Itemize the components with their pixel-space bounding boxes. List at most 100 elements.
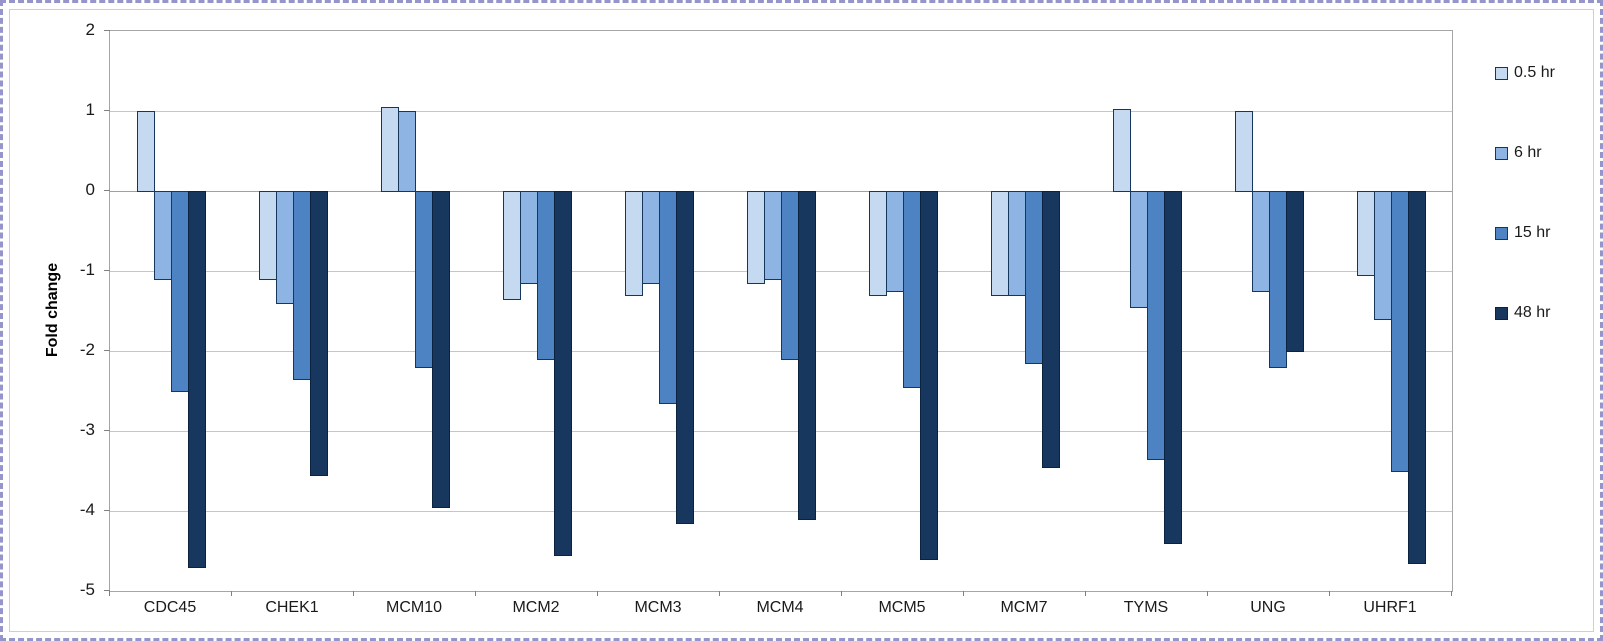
x-axis-tick-mark [109,591,110,596]
bar-mcm10-48hr [432,191,450,508]
y-axis-tick-label: -2 [79,340,95,359]
bar-mcm4-6hr [764,191,782,280]
legend-item-0.5hr: 0.5 hr [1495,62,1555,84]
y-axis-tick-label: -1 [79,260,95,279]
y-axis-tick-mark [104,110,110,111]
bar-mcm5-48hr [920,191,938,560]
x-axis-tick-mark [841,591,842,596]
bar-mcm5-0.5hr [869,191,887,296]
bar-tyms-15hr [1147,191,1165,460]
x-axis-tick-mark [475,591,476,596]
x-axis-tick-mark [963,591,964,596]
bar-mcm4-0.5hr [747,191,765,284]
bar-uhrf1-0.5hr [1357,191,1375,276]
bar-ung-0.5hr [1235,111,1253,192]
bar-mcm2-15hr [537,191,555,360]
y-axis-tick-mark [104,30,110,31]
bar-chek1-48hr [310,191,328,476]
y-axis-tick-label: 0 [85,180,95,199]
x-axis-tick-mark [1451,591,1452,596]
gridline [110,111,1452,112]
legend-item-6hr: 6 hr [1495,142,1542,164]
legend-label: 48 hr [1514,304,1551,321]
plot-area [109,30,1453,592]
y-axis-tick-label: -5 [79,580,95,599]
legend-label: 0.5 hr [1514,64,1555,81]
x-category-label-mcm10: MCM10 [385,599,442,616]
x-category-label-tyms: TYMS [1123,599,1169,616]
legend-item-15hr: 15 hr [1495,222,1550,244]
x-axis-tick-mark [1207,591,1208,596]
bar-ung-48hr [1286,191,1304,352]
bar-mcm10-0.5hr [381,107,399,192]
bar-cdc45-0.5hr [137,111,155,192]
y-axis-tick-mark [104,270,110,271]
y-axis-tick-mark [104,510,110,511]
y-axis-tick-mark [104,190,110,191]
bar-mcm7-0.5hr [991,191,1009,296]
legend-swatch-icon [1495,146,1508,160]
x-axis-tick-mark [231,591,232,596]
x-category-label-mcm5: MCM5 [878,599,926,616]
y-axis-tick-label: 1 [85,100,95,119]
bar-uhrf1-15hr [1391,191,1409,472]
bar-mcm5-15hr [903,191,921,388]
bar-chek1-15hr [293,191,311,380]
y-axis-tick-mark [104,430,110,431]
bar-mcm2-48hr [554,191,572,556]
x-category-label-ung: UNG [1250,599,1286,616]
legend-swatch-icon [1495,226,1508,240]
y-axis-tick-label: 2 [85,20,95,39]
bar-mcm10-6hr [398,111,416,192]
x-category-label-mcm3: MCM3 [634,599,682,616]
bar-mcm2-6hr [520,191,538,284]
x-category-label-mcm2: MCM2 [512,599,560,616]
gridline [110,511,1452,512]
bar-mcm5-6hr [886,191,904,292]
bar-mcm4-15hr [781,191,799,360]
bar-mcm3-0.5hr [625,191,643,296]
x-axis-tick-mark [1329,591,1330,596]
bar-mcm2-0.5hr [503,191,521,300]
bar-mcm3-48hr [676,191,694,524]
x-axis-tick-mark [597,591,598,596]
bar-mcm3-15hr [659,191,677,404]
x-axis-tick-mark [353,591,354,596]
y-axis-tick-label: -4 [79,500,95,519]
legend-label: 6 hr [1514,144,1542,161]
legend-swatch-icon [1495,306,1508,320]
x-category-label-chek1: CHEK1 [265,599,319,616]
bar-tyms-0.5hr [1113,108,1131,192]
x-category-label-cdc45: CDC45 [143,599,197,616]
bar-mcm10-15hr [415,191,433,368]
bar-tyms-6hr [1130,191,1148,308]
y-axis-tick-label: -3 [79,420,95,439]
legend-label: 15 hr [1514,224,1551,241]
bar-mcm7-48hr [1042,191,1060,468]
y-axis-tick-mark [104,590,110,591]
bar-mcm7-15hr [1025,191,1043,364]
bar-cdc45-15hr [171,191,189,392]
bar-chek1-0.5hr [259,191,277,280]
x-category-label-mcm7: MCM7 [1000,599,1048,616]
x-category-label-uhrf1: UHRF1 [1363,599,1417,616]
gridline [110,431,1452,432]
bar-mcm3-6hr [642,191,660,284]
x-axis-tick-mark [1085,591,1086,596]
x-axis-tick-mark [719,591,720,596]
bar-ung-6hr [1252,191,1270,292]
bar-cdc45-48hr [188,191,206,568]
bar-chek1-6hr [276,191,294,304]
x-category-label-mcm4: MCM4 [756,599,804,616]
bar-uhrf1-48hr [1408,191,1426,564]
legend-item-48hr: 48 hr [1495,302,1550,324]
bar-uhrf1-6hr [1374,191,1392,320]
bar-tyms-48hr [1164,191,1182,544]
legend-swatch-icon [1495,66,1508,80]
bar-ung-15hr [1269,191,1287,368]
bar-cdc45-6hr [154,191,172,280]
bar-mcm4-48hr [798,191,816,520]
bar-mcm7-6hr [1008,191,1026,296]
y-axis-tick-mark [104,350,110,351]
